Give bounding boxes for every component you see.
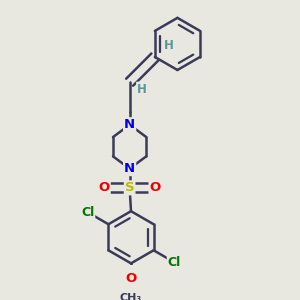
Text: N: N (124, 118, 135, 131)
Text: H: H (137, 82, 147, 96)
Text: O: O (149, 182, 161, 194)
Text: H: H (164, 40, 173, 52)
Text: Cl: Cl (81, 206, 94, 219)
Text: N: N (124, 162, 135, 175)
Text: Cl: Cl (168, 256, 181, 268)
Text: O: O (125, 272, 136, 285)
Text: CH₃: CH₃ (120, 293, 142, 300)
Text: O: O (98, 182, 110, 194)
Text: S: S (125, 182, 134, 194)
